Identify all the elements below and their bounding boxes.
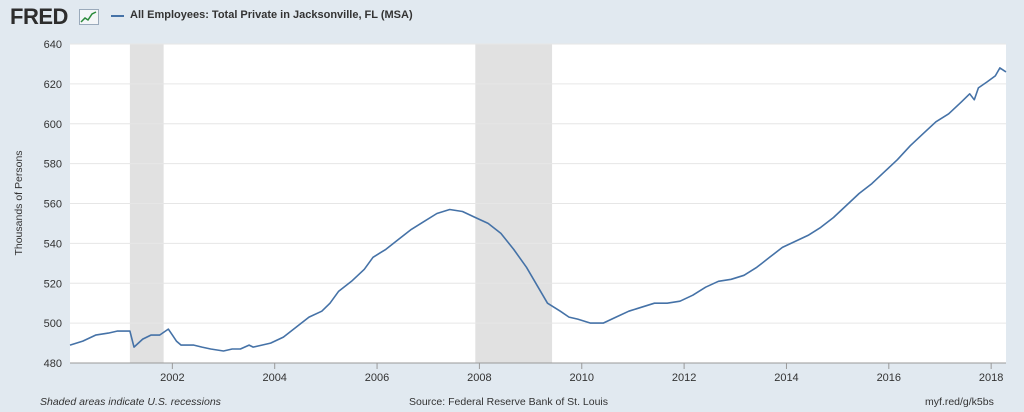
y-tick-label: 580 [44,159,62,171]
x-tick-label: 2018 [979,372,1003,384]
chart-header: FRED All Employees: Total Private in Jac… [0,0,1024,34]
y-tick-label: 640 [44,39,62,51]
series-line[interactable] [69,67,1007,352]
x-tick-label: 2012 [672,372,696,384]
fred-logo[interactable]: FRED [10,4,68,29]
axes: 480 500 520 540 560 580 600 620 640 2002 2004 2006 2… [44,39,1006,384]
y-tick-label: 500 [44,318,62,330]
recession-note: Shaded areas indicate U.S. recessions [40,396,221,408]
fred-sparkline-icon [79,9,99,25]
y-tick-label: 520 [44,278,62,290]
y-tick-label: 560 [44,199,62,211]
series-lines [69,67,1007,352]
x-tick-label: 2008 [467,372,491,384]
y-tick-label: 600 [44,119,62,131]
y-tick-label: 480 [44,358,62,370]
x-tick-label: 2016 [877,372,901,384]
x-tick-label: 2004 [262,372,286,384]
y-tick-label: 620 [44,79,62,91]
x-tick-label: 2002 [160,372,184,384]
x-tick-label: 2006 [365,372,389,384]
y-tick-label: 540 [44,238,62,250]
y-axis-label: Thousands of Persons [13,150,25,255]
source-note: Source: Federal Reserve Bank of St. Loui… [409,396,609,408]
x-tick-label: 2010 [570,372,594,384]
short-url-link[interactable]: myf.red/g/k5bs [925,396,994,408]
chart-title[interactable]: All Employees: Total Private in Jacksonv… [130,9,413,21]
x-tick-label: 2014 [774,372,798,384]
legend-series-swatch [111,15,124,17]
